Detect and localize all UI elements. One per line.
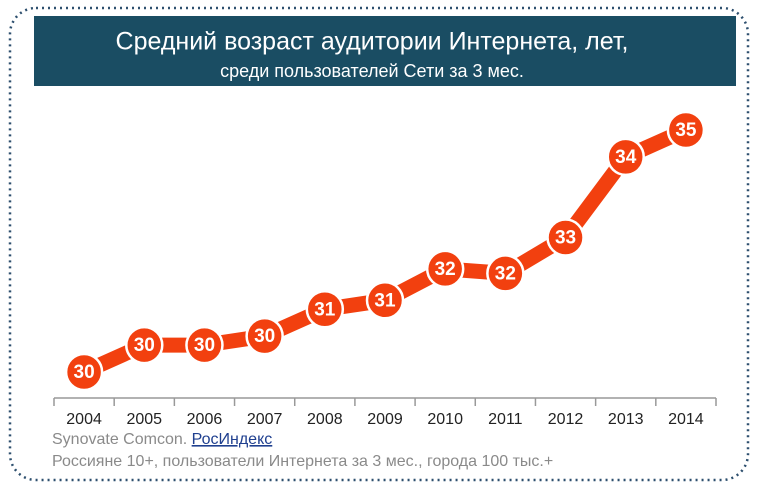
value-label: 31 bbox=[374, 290, 396, 311]
value-label: 32 bbox=[495, 263, 516, 284]
value-label: 32 bbox=[435, 259, 456, 280]
source: Synovate Comcon. РосИндекс bbox=[52, 431, 272, 448]
x-tick-label: 2013 bbox=[608, 411, 644, 428]
x-tick-label: 2009 bbox=[367, 411, 403, 428]
value-label: 30 bbox=[74, 362, 95, 383]
value-label: 33 bbox=[555, 228, 576, 249]
point bbox=[305, 290, 345, 329]
point bbox=[365, 281, 405, 320]
note: Россияне 10+, пользователи Интернета за … bbox=[52, 453, 553, 470]
point bbox=[245, 316, 284, 356]
x-tick-label: 2006 bbox=[187, 411, 223, 428]
source-link[interactable]: РосИндекс bbox=[192, 431, 273, 448]
value-label: 35 bbox=[675, 120, 697, 141]
x-tick-label: 2005 bbox=[126, 411, 162, 428]
x-tick-label: 2012 bbox=[548, 411, 584, 428]
title-box bbox=[34, 16, 736, 86]
x-tick-label: 2014 bbox=[668, 411, 704, 428]
point bbox=[666, 110, 706, 150]
value-label: 31 bbox=[314, 299, 336, 320]
x-tick-label: 2011 bbox=[488, 411, 523, 428]
point bbox=[64, 352, 104, 392]
x-tick-label: 2010 bbox=[427, 411, 463, 428]
point bbox=[125, 325, 164, 365]
frame bbox=[8, 6, 750, 482]
value-label: 30 bbox=[254, 326, 275, 347]
source-text: Synovate Comcon. bbox=[52, 431, 187, 448]
chart-title: Средний возраст аудитории Интернета, лет… bbox=[116, 28, 629, 56]
value-label: 30 bbox=[134, 335, 155, 356]
point bbox=[546, 218, 585, 257]
value-label: 30 bbox=[194, 335, 215, 356]
value-label: 34 bbox=[615, 147, 637, 168]
x-tick-label: 2007 bbox=[247, 411, 283, 428]
point bbox=[185, 325, 224, 365]
point bbox=[486, 254, 525, 293]
x-tick-label: 2004 bbox=[66, 411, 102, 428]
point bbox=[425, 249, 465, 289]
line bbox=[81, 123, 689, 379]
x-tick-label: 2008 bbox=[307, 411, 343, 428]
point bbox=[606, 137, 645, 177]
chart-subtitle: среди пользователей Сети за 3 мес. bbox=[220, 61, 524, 81]
